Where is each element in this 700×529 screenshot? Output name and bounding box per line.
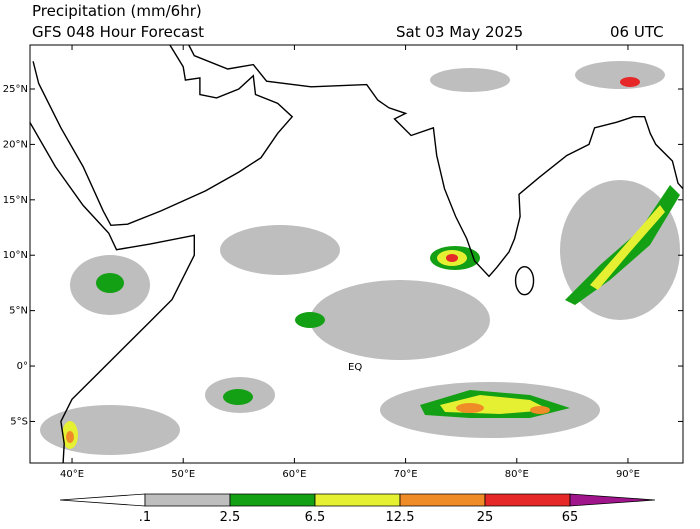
coastlines	[29, 44, 684, 464]
coastline	[188, 44, 684, 278]
colorbar-segment	[314, 493, 401, 507]
colorbar-label: 6.5	[305, 510, 326, 525]
y-tick-label: 0°	[17, 361, 28, 372]
equator-label: EQ	[348, 362, 362, 373]
colorbar-segment	[229, 493, 316, 507]
map-title: Precipitation (mm/6hr)	[32, 2, 202, 20]
precipitation-field	[40, 61, 680, 455]
coastline	[32, 44, 294, 227]
colorbar-segment	[399, 493, 486, 507]
x-tick-label: 80°E	[505, 469, 529, 480]
x-tick-label: 60°E	[282, 469, 306, 480]
y-tick-label: 5°N	[9, 306, 28, 317]
y-tick-label: 15°N	[3, 195, 28, 206]
x-tick-label: 90°E	[616, 469, 640, 480]
colorbar-segment	[59, 493, 146, 507]
y-tick-label: 25°N	[3, 84, 28, 95]
colorbar-segment	[569, 493, 656, 507]
x-tick-label: 40°E	[60, 469, 84, 480]
colorbar-segment	[144, 493, 231, 507]
y-tick-label: 10°N	[3, 250, 28, 261]
x-tick-label: 70°E	[394, 469, 418, 480]
y-tick-label: 20°N	[3, 139, 28, 150]
colorbar-segment	[484, 493, 571, 507]
y-tick-label: 5°S	[10, 416, 28, 427]
x-tick-label: 50°E	[171, 469, 195, 480]
map-subtitle: GFS 048 Hour Forecast	[32, 23, 204, 41]
coastline	[29, 121, 195, 464]
colorbar-label: .1	[139, 510, 151, 525]
colorbar-label: 12.5	[386, 510, 415, 525]
forecast-time: 06 UTC	[610, 23, 664, 41]
colorbar-label: 25	[477, 510, 494, 525]
colorbar-label: 65	[562, 510, 579, 525]
forecast-date: Sat 03 May 2025	[396, 23, 523, 41]
island	[514, 266, 535, 296]
map-frame	[29, 44, 684, 464]
colorbar-label: 2.5	[220, 510, 241, 525]
